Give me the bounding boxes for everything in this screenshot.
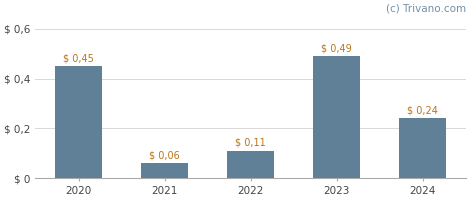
Text: (c) Trivano.com: (c) Trivano.com xyxy=(386,4,466,14)
Text: $ 0,24: $ 0,24 xyxy=(407,106,438,116)
Text: $ 0,11: $ 0,11 xyxy=(235,138,266,148)
Bar xyxy=(399,118,446,178)
Text: $ 0,45: $ 0,45 xyxy=(63,53,94,63)
Bar xyxy=(55,66,102,178)
Bar xyxy=(141,163,188,178)
Bar xyxy=(227,151,274,178)
Text: $ 0,49: $ 0,49 xyxy=(321,43,352,53)
Bar xyxy=(313,56,360,178)
Text: $ 0,06: $ 0,06 xyxy=(149,150,180,160)
